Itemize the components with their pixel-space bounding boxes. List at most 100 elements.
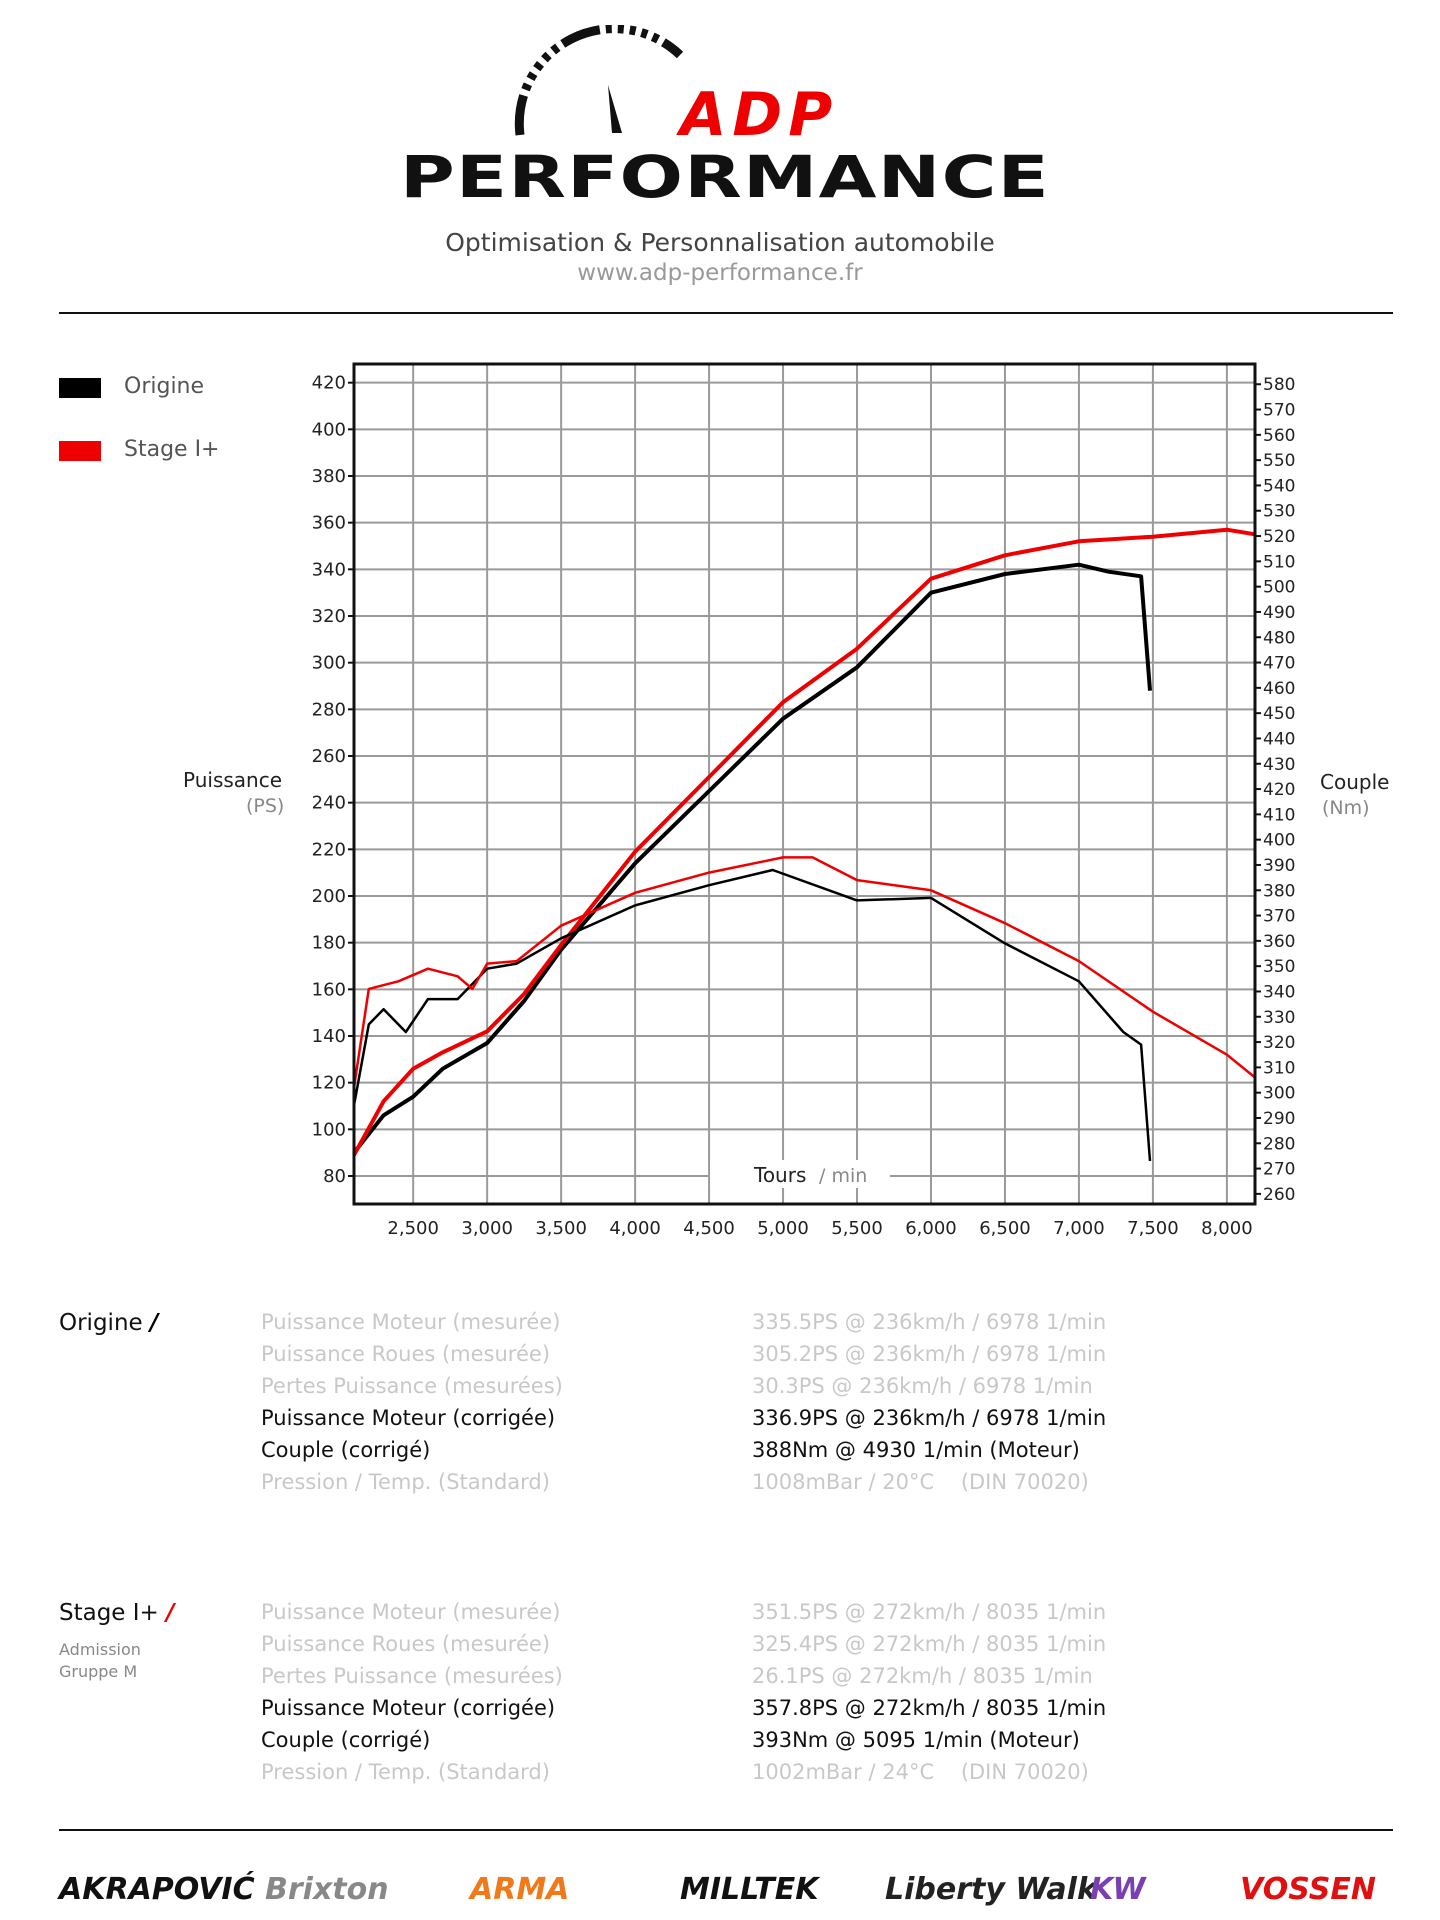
legend-swatch-stage	[59, 441, 101, 461]
y-tick-label: 80	[323, 1166, 346, 1187]
y2-tick-label: 380	[1263, 881, 1295, 901]
result-row-value: 1008mBar / 20°C (DIN 70020)	[752, 1470, 1089, 1494]
result-row-value: 325.4PS @ 272km/h / 8035 1/min	[752, 1632, 1107, 1656]
result-row-value: 351.5PS @ 272km/h / 8035 1/min	[752, 1600, 1107, 1624]
y-axis-unit: (PS)	[246, 795, 285, 817]
y2-tick-label: 350	[1263, 957, 1295, 977]
y-tick-label: 120	[312, 1073, 346, 1094]
y2-axis-unit: (Nm)	[1322, 797, 1370, 819]
result-row-label: Couple (corrigé)	[261, 1728, 431, 1752]
y2-tick-label: 460	[1263, 679, 1295, 699]
result-row-value: 388Nm @ 4930 1/min (Moteur)	[752, 1438, 1080, 1462]
website-url: www.adp-performance.fr	[577, 260, 863, 286]
result-row-label: Couple (corrigé)	[261, 1438, 431, 1462]
slash-icon: /	[149, 1310, 159, 1336]
y-tick-label: 260	[312, 746, 346, 767]
result-row-value: 305.2PS @ 236km/h / 6978 1/min	[752, 1342, 1107, 1366]
result-row-label: Puissance Roues (mesurée)	[261, 1632, 551, 1656]
y2-tick-label: 470	[1263, 654, 1295, 674]
y2-tick-label: 290	[1263, 1109, 1295, 1129]
result-row-value: 393Nm @ 5095 1/min (Moteur)	[752, 1728, 1080, 1752]
result-row-label: Pertes Puissance (mesurées)	[261, 1374, 563, 1398]
y2-tick-label: 410	[1263, 805, 1295, 825]
y2-tick-label: 340	[1263, 982, 1295, 1002]
legend-swatch-origine	[59, 378, 101, 398]
y2-axis-label: Couple	[1320, 770, 1390, 794]
y2-tick-label: 270	[1263, 1160, 1295, 1180]
sponsor-logo: MILLTEK	[680, 1872, 819, 1907]
y2-tick-label: 440	[1263, 729, 1295, 749]
svg-text:ADP: ADP	[676, 80, 838, 150]
result-row-label: Puissance Moteur (corrigée)	[261, 1696, 556, 1720]
result-row-label: Puissance Moteur (corrigée)	[261, 1406, 556, 1430]
x-tick-label: 4,500	[683, 1218, 735, 1239]
result-row-value: 26.1PS @ 272km/h / 8035 1/min	[752, 1664, 1093, 1688]
y2-tick-label: 400	[1263, 831, 1295, 851]
x-tick-label: 5,000	[757, 1218, 809, 1239]
slash-icon: /	[166, 1600, 175, 1626]
y2-tick-label: 370	[1263, 907, 1295, 927]
y2-tick-label: 260	[1263, 1185, 1295, 1205]
x-tick-label: 3,500	[535, 1218, 587, 1239]
sponsor-logo: ARMA	[470, 1872, 570, 1907]
y-tick-label: 300	[312, 653, 346, 674]
plot-frame	[352, 362, 1257, 1206]
x-tick-label: 6,500	[979, 1218, 1031, 1239]
y-tick-label: 220	[312, 839, 346, 860]
y-tick-label: 180	[312, 933, 346, 954]
y-tick-label: 320	[312, 606, 346, 627]
result-title-text: Stage I+	[59, 1600, 159, 1626]
result-row-value: 1002mBar / 24°C (DIN 70020)	[752, 1760, 1089, 1784]
y2-tick-label: 420	[1263, 780, 1295, 800]
y2-tick-label: 310	[1263, 1058, 1295, 1078]
result-subtitle: Admission	[59, 1640, 141, 1659]
y2-tick-label: 450	[1263, 704, 1295, 724]
result-title: Origine /	[59, 1310, 158, 1336]
series-torque-stage	[352, 856, 1256, 1088]
series-power-origine	[352, 562, 1152, 1154]
y-axis-label: Puissance	[183, 768, 283, 792]
result-title-text: Origine	[59, 1310, 143, 1336]
sponsor-logo: KW	[1090, 1872, 1146, 1907]
y-tick-label: 140	[312, 1026, 346, 1047]
y2-tick-label: 430	[1263, 755, 1295, 775]
sponsor-logo: AKRAPOVIĆ	[59, 1872, 255, 1907]
y-tick-label: 280	[312, 699, 346, 720]
result-title: Stage I+ /	[59, 1600, 175, 1626]
y2-tick-label: 280	[1263, 1134, 1295, 1154]
y2-tick-label: 500	[1263, 578, 1295, 598]
legend-label-stage: Stage I+	[124, 437, 220, 462]
y2-tick-label: 520	[1263, 527, 1295, 547]
x-tick-label: 7,500	[1127, 1218, 1179, 1239]
x-label-bg	[710, 1160, 890, 1188]
adp-performance-logo: ADP PERFORMANCE	[400, 25, 1049, 211]
result-row-label: Pression / Temp. (Standard)	[261, 1760, 550, 1784]
tagline: Optimisation & Personnalisation automobi…	[445, 228, 995, 257]
y2-tick-label: 560	[1263, 426, 1295, 446]
y-tick-label: 100	[312, 1119, 346, 1140]
result-row-value: 335.5PS @ 236km/h / 6978 1/min	[752, 1310, 1107, 1334]
x-tick-label: 3,000	[461, 1218, 513, 1239]
result-row-label: Puissance Roues (mesurée)	[261, 1342, 551, 1366]
result-row-value: 336.9PS @ 236km/h / 6978 1/min	[752, 1406, 1107, 1430]
x-tick-label: 8,000	[1201, 1218, 1253, 1239]
y2-tick-label: 390	[1263, 856, 1295, 876]
result-subtitle: Gruppe M	[59, 1662, 138, 1681]
y2-tick-label: 480	[1263, 628, 1295, 648]
x-tick-label: 4,000	[609, 1218, 661, 1239]
x-tick-label: 7,000	[1053, 1218, 1105, 1239]
y-tick-label: 360	[312, 513, 346, 534]
gauge-arc-icon	[514, 25, 684, 136]
x-axis-unit: / min	[819, 1165, 867, 1187]
x-tick-label: 2,500	[387, 1218, 439, 1239]
sponsor-logo: Liberty Walk	[885, 1872, 1097, 1907]
y-tick-label: 400	[312, 419, 346, 440]
result-row-value: 30.3PS @ 236km/h / 6978 1/min	[752, 1374, 1093, 1398]
sponsor-logo: Brixton	[265, 1872, 389, 1907]
y2-tick-label: 490	[1263, 603, 1295, 623]
y2-tick-label: 510	[1263, 552, 1295, 572]
y2-tick-label: 300	[1263, 1084, 1295, 1104]
y2-tick-label: 580	[1263, 375, 1295, 395]
result-row-label: Puissance Moteur (mesurée)	[261, 1600, 561, 1624]
result-row-label: Puissance Moteur (mesurée)	[261, 1310, 561, 1334]
